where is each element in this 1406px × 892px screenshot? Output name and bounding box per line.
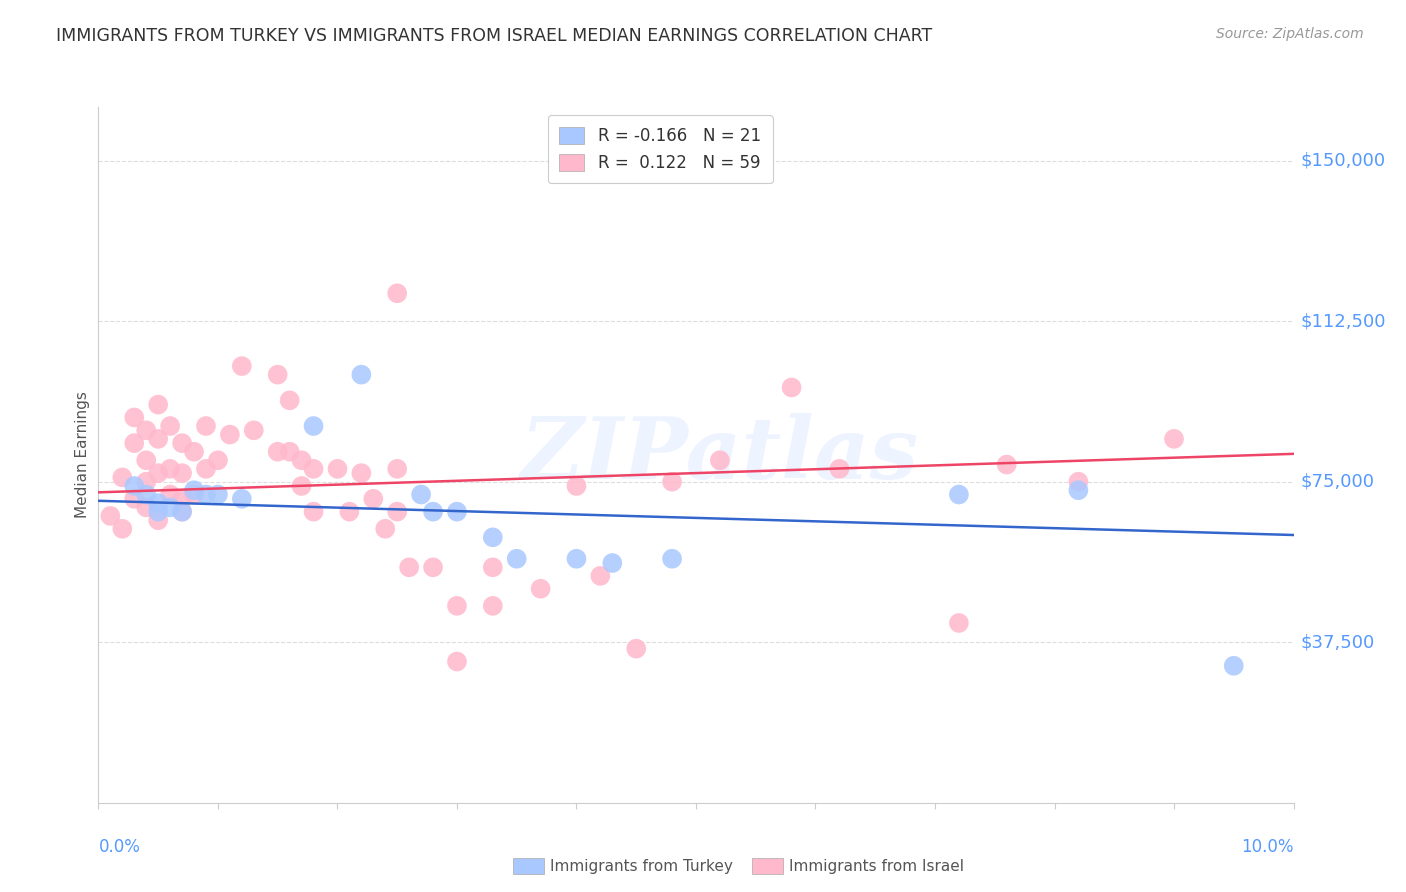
Point [124, 436, 146, 450]
Point [709, 453, 731, 467]
Point [148, 505, 170, 519]
Point [159, 500, 181, 515]
Point [506, 551, 529, 566]
Y-axis label: Median Earnings: Median Earnings [75, 392, 90, 518]
Point [589, 569, 612, 583]
Point [446, 599, 468, 613]
Point [183, 487, 205, 501]
Point [302, 505, 325, 519]
Point [159, 487, 181, 501]
Point [172, 505, 194, 519]
Point [135, 475, 157, 489]
Point [481, 599, 505, 613]
Point [135, 423, 157, 437]
Point [172, 436, 194, 450]
Text: ZIPatlas: ZIPatlas [520, 413, 920, 497]
Point [661, 475, 683, 489]
Point [172, 466, 194, 480]
Point [1067, 475, 1090, 489]
Text: Immigrants from Israel: Immigrants from Israel [789, 859, 963, 873]
Point [350, 368, 373, 382]
Point [148, 466, 170, 480]
Point [148, 398, 170, 412]
Point [780, 380, 803, 394]
Point [183, 444, 205, 458]
Point [374, 522, 396, 536]
Point [111, 522, 134, 536]
Point [159, 419, 181, 434]
Point [219, 427, 242, 442]
Point [1163, 432, 1185, 446]
Point [948, 615, 970, 630]
Point [600, 556, 623, 570]
Text: Source: ZipAtlas.com: Source: ZipAtlas.com [1216, 27, 1364, 41]
Text: 10.0%: 10.0% [1241, 838, 1294, 856]
Point [326, 462, 349, 476]
Point [363, 491, 385, 506]
Point [828, 462, 851, 476]
Point [624, 641, 647, 656]
Point [267, 368, 290, 382]
Point [194, 462, 218, 476]
Point [207, 453, 229, 467]
Text: 0.0%: 0.0% [98, 838, 141, 856]
Point [124, 491, 146, 506]
Point [243, 423, 266, 437]
Point [278, 393, 301, 408]
Point [446, 505, 468, 519]
Point [302, 462, 325, 476]
Point [278, 444, 301, 458]
Point [1223, 658, 1246, 673]
Point [481, 530, 505, 544]
Point [290, 453, 312, 467]
Point [148, 513, 170, 527]
Point [172, 491, 194, 506]
Point [529, 582, 551, 596]
Point [183, 483, 205, 498]
Point [995, 458, 1018, 472]
Point [290, 479, 312, 493]
Point [350, 466, 373, 480]
Point [385, 505, 409, 519]
Point [231, 359, 253, 373]
Point [111, 470, 134, 484]
Point [661, 551, 683, 566]
Point [98, 508, 122, 523]
Point [124, 410, 146, 425]
Text: $150,000: $150,000 [1301, 152, 1386, 169]
Point [446, 655, 468, 669]
Point [422, 560, 444, 574]
Point [385, 462, 409, 476]
Point [194, 487, 218, 501]
Point [124, 479, 146, 493]
Point [948, 487, 970, 501]
Point [385, 286, 409, 301]
Point [194, 419, 218, 434]
Point [135, 487, 157, 501]
Point [135, 453, 157, 467]
Point [302, 419, 325, 434]
Point [565, 479, 588, 493]
Point [135, 500, 157, 515]
Point [172, 505, 194, 519]
Text: $75,000: $75,000 [1301, 473, 1375, 491]
Point [398, 560, 420, 574]
Text: Immigrants from Turkey: Immigrants from Turkey [550, 859, 733, 873]
Point [565, 551, 588, 566]
Text: $37,500: $37,500 [1301, 633, 1375, 651]
Legend: R = -0.166   N = 21, R =  0.122   N = 59: R = -0.166 N = 21, R = 0.122 N = 59 [548, 115, 772, 184]
Text: IMMIGRANTS FROM TURKEY VS IMMIGRANTS FROM ISRAEL MEDIAN EARNINGS CORRELATION CHA: IMMIGRANTS FROM TURKEY VS IMMIGRANTS FRO… [56, 27, 932, 45]
Point [1067, 483, 1090, 498]
Text: $112,500: $112,500 [1301, 312, 1386, 330]
Point [267, 444, 290, 458]
Point [148, 432, 170, 446]
Point [148, 496, 170, 510]
Point [481, 560, 505, 574]
Point [159, 462, 181, 476]
Point [339, 505, 360, 519]
Point [207, 487, 229, 501]
Point [422, 505, 444, 519]
Point [411, 487, 433, 501]
Point [231, 491, 253, 506]
